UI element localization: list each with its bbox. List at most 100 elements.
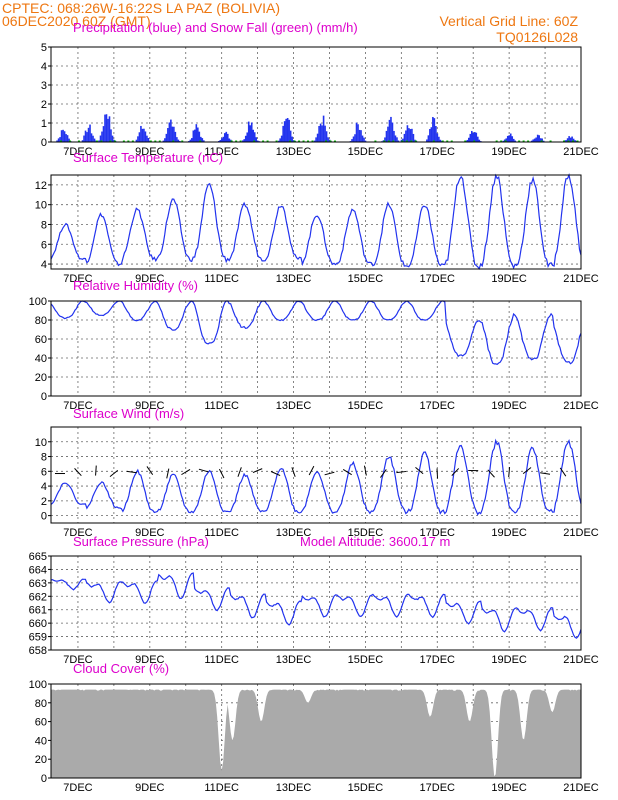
ytick-label: 6: [41, 239, 47, 251]
precip-bar: [406, 125, 409, 142]
precip-bar: [325, 131, 328, 142]
snow-bar: [172, 140, 175, 142]
precip-bar: [222, 136, 225, 142]
precip-bar: [98, 140, 100, 142]
xtick-label: 11DEC: [204, 400, 239, 412]
precip-bar: [225, 131, 228, 142]
precip-bar: [171, 126, 174, 142]
snow-bar: [253, 140, 256, 142]
precip-bar: [435, 126, 437, 142]
precip-bar: [476, 136, 479, 142]
precip-bar: [361, 135, 364, 142]
precip-bar: [220, 138, 223, 142]
precip-bar: [530, 140, 533, 142]
precip-bar: [468, 137, 470, 142]
precip-bar: [200, 136, 202, 142]
ytick-label: 0: [41, 511, 47, 523]
ytick-label: 6: [41, 466, 47, 478]
precip-bar: [137, 136, 139, 142]
rh-line: [50, 300, 582, 365]
ytick-label: 12: [35, 180, 47, 192]
ytick-label: 1: [41, 118, 47, 130]
wind-arrow: [181, 469, 191, 476]
precip-bar: [571, 136, 573, 142]
xtick-label: 13DEC: [276, 527, 312, 539]
precip-bar: [391, 122, 394, 142]
snow-bar: [131, 140, 134, 142]
panel-cloud: 0 20 40 60 80 100 7DEC 9DEC 11DEC 13DEC 15DEC 17DEC…: [29, 661, 599, 794]
xtick-label: 17DEC: [420, 654, 456, 666]
xtick-label: 11DEC: [204, 527, 239, 539]
wind-arrow: [291, 467, 296, 477]
ytick-label: 660: [29, 618, 47, 630]
precip-bar: [189, 139, 192, 142]
precip-bar: [471, 130, 473, 142]
snow-bar: [239, 140, 242, 142]
ytick-label: 100: [29, 679, 47, 691]
wind-arrow: [522, 467, 532, 475]
precip-bar: [364, 140, 367, 142]
snow-bar: [77, 140, 80, 142]
snow-bar: [500, 140, 503, 142]
wind-line: [50, 438, 582, 516]
precip-bar: [429, 129, 431, 142]
ytick-label: 60: [35, 717, 47, 729]
precip-bar: [176, 137, 178, 142]
xtick-label: 15DEC: [348, 782, 384, 794]
precip-bar: [255, 137, 258, 142]
precip-bar: [173, 126, 175, 142]
precip-bar: [542, 140, 545, 142]
precip-bar: [192, 130, 195, 142]
xtick-label: 9DEC: [135, 527, 164, 539]
ytick-label: 664: [29, 564, 47, 576]
precip-bar: [357, 124, 359, 142]
precip-bar: [241, 140, 244, 142]
precip-bar: [144, 131, 147, 142]
precip-bar: [197, 127, 199, 142]
precip-bar: [385, 130, 388, 142]
precip-bar: [408, 128, 410, 142]
frame-precip: [50, 46, 582, 143]
ytick-label: 40: [35, 353, 47, 365]
precip-bar: [360, 130, 362, 142]
snow-bar: [410, 140, 413, 142]
press-line: [50, 572, 582, 639]
precip-bar: [223, 133, 226, 142]
xtick-label: 19DEC: [491, 654, 527, 666]
wind-arrow: [342, 468, 352, 476]
precip-bar: [108, 116, 111, 142]
precip-bar: [244, 135, 247, 142]
panel-temp: 4 6 8 10 12 7DEC 9DEC 11DEC 13DEC 15DEC 17DEC 19DEC…: [35, 150, 599, 285]
precip-bar: [279, 138, 281, 142]
wind-arrow: [451, 468, 460, 476]
precip-bar: [89, 124, 91, 142]
xtick-label: 9DEC: [135, 782, 164, 794]
precip-bar: [164, 138, 166, 142]
precip-bar: [246, 132, 249, 142]
precip-bar: [327, 137, 329, 142]
precip-bar: [502, 140, 505, 142]
precip-bar: [105, 114, 108, 142]
precip-bar: [403, 133, 406, 142]
xtick-label: 15DEC: [348, 146, 384, 158]
xtick-label: 13DEC: [276, 782, 312, 794]
panel-rh: 0 20 40 60 80 100 7DEC 9DEC 11DEC 13DEC 15DEC 17DEC…: [29, 278, 599, 412]
precip-bar: [539, 138, 542, 142]
xtick-label: 15DEC: [348, 273, 384, 285]
xtick-label: 17DEC: [420, 273, 456, 285]
precip-bar: [249, 125, 252, 142]
xtick-label: 13DEC: [276, 654, 312, 666]
snow-bar: [563, 140, 566, 142]
ytick-label: 2: [41, 99, 47, 111]
snow-bar: [59, 140, 62, 142]
precip-bar: [466, 139, 469, 142]
precip-bar: [191, 138, 193, 142]
xtick-label: 17DEC: [420, 782, 456, 794]
precip-bar: [412, 133, 415, 142]
ytick-label: 661: [29, 605, 47, 617]
precip-bar: [439, 139, 442, 142]
snow-bar: [68, 140, 71, 142]
title-rh: Relative Humidity (%): [73, 278, 198, 293]
ytick-label: 0: [41, 773, 47, 785]
